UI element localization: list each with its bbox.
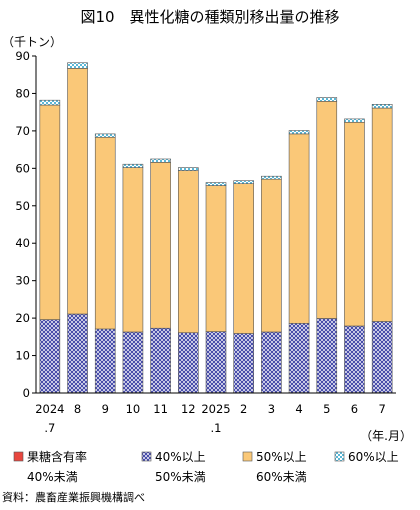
bar-segment-2-2 xyxy=(94,136,116,330)
x-tick-label-sub: .1 xyxy=(211,421,222,435)
bar-segment-1-4 xyxy=(150,327,171,393)
x-tick-label: 2025 xyxy=(201,402,230,416)
bar-segment-3-1 xyxy=(67,62,88,69)
y-axis-unit-label: （千トン） xyxy=(2,35,62,49)
y-tick-label: 50 xyxy=(15,199,30,213)
legend-swatch-3 xyxy=(334,451,345,462)
bar-segment-2-9 xyxy=(288,133,310,324)
x-tick-label: 3 xyxy=(268,402,275,416)
x-axis-unit-label: （年.月） xyxy=(360,429,412,443)
bar-segment-3-4 xyxy=(150,158,171,163)
x-tick-label: 9 xyxy=(102,402,109,416)
bar-segment-2-0 xyxy=(39,104,61,320)
y-tick-label: 90 xyxy=(15,49,30,63)
bar-segment-2-12 xyxy=(371,107,393,322)
legend-swatch-0 xyxy=(13,451,24,462)
bar-segment-3-3 xyxy=(122,163,144,168)
bar-segment-2-5 xyxy=(178,170,199,334)
legend-label-sub-0: 40%未満 xyxy=(27,470,78,484)
y-tick-label: 30 xyxy=(15,274,30,288)
chart-title: 図10 異性化糖の種類別移出量の推移 xyxy=(80,8,339,26)
bar-segment-2-8 xyxy=(261,178,282,333)
bar-segment-1-1 xyxy=(67,313,88,393)
bar-segment-1-11 xyxy=(344,325,365,393)
bar-segment-1-2 xyxy=(94,328,116,393)
bar-segment-2-6 xyxy=(205,185,227,332)
bar-segment-3-12 xyxy=(371,104,393,109)
bar-segment-3-10 xyxy=(316,97,338,102)
bar-segment-1-12 xyxy=(371,321,393,393)
y-axis-ticks: 0 10 20 30 40 50 60 70 80 90 xyxy=(15,49,36,400)
y-tick-label: 60 xyxy=(15,161,30,175)
bar-segment-3-7 xyxy=(233,180,254,184)
x-tick-label: 2024 xyxy=(35,402,64,416)
x-tick-label: 4 xyxy=(295,402,302,416)
legend-label-sub-2: 60%未満 xyxy=(256,470,307,484)
x-tick-label: 7 xyxy=(378,402,385,416)
legend-label-sub-1: 50%未満 xyxy=(155,470,206,484)
x-tick-label: 12 xyxy=(181,402,196,416)
legend: 果糖含有率 40%未満 40%以上 50%未満 50%以上 60%未満 60%以上 xyxy=(13,449,399,484)
bar-segment-2-10 xyxy=(316,101,338,319)
bar-segment-2-7 xyxy=(233,183,254,334)
axes xyxy=(35,56,396,394)
bar-segment-1-9 xyxy=(288,323,310,393)
x-axis-ticks: 2024 .7 8 9 10 11 12 2025 .1 2 3 4 5 6 7 xyxy=(35,402,386,435)
bar-segment-1-10 xyxy=(316,318,338,393)
x-tick-label: 10 xyxy=(126,402,141,416)
y-tick-label: 0 xyxy=(23,386,30,400)
bar-segment-3-8 xyxy=(261,175,282,180)
x-tick-label: 2 xyxy=(240,402,247,416)
bar-segment-3-2 xyxy=(94,133,116,138)
bar-segment-3-11 xyxy=(344,118,365,123)
bar-segment-1-3 xyxy=(122,331,144,393)
bar-segment-3-9 xyxy=(288,130,310,135)
y-tick-label: 10 xyxy=(15,349,30,363)
legend-label-3: 60%以上 xyxy=(348,450,399,464)
bar-segment-3-6 xyxy=(205,182,227,186)
bar-segment-2-1 xyxy=(67,68,88,315)
bar-segment-3-0 xyxy=(39,99,61,106)
legend-label-2: 50%以上 xyxy=(256,450,307,464)
bar-segment-2-4 xyxy=(150,162,171,329)
x-tick-label: 5 xyxy=(323,402,330,416)
bar-segment-1-6 xyxy=(205,331,227,393)
x-tick-label: 11 xyxy=(153,402,168,416)
bar-segment-1-7 xyxy=(233,333,254,393)
source-note: 資料：農畜産業振興機構調べ xyxy=(2,490,145,504)
legend-label-0: 果糖含有率 xyxy=(27,449,87,464)
bars-group xyxy=(39,62,393,394)
y-tick-label: 40 xyxy=(15,236,30,250)
bar-segment-2-11 xyxy=(344,121,365,327)
y-tick-label: 20 xyxy=(15,311,30,325)
y-tick-label: 70 xyxy=(15,124,30,138)
x-tick-label-sub: .7 xyxy=(44,421,55,435)
y-tick-label: 80 xyxy=(15,86,30,100)
bar-segment-1-5 xyxy=(178,332,199,393)
bar-segment-1-0 xyxy=(39,319,61,393)
bar-segment-3-5 xyxy=(178,167,199,171)
bar-segment-1-8 xyxy=(261,331,282,393)
legend-swatch-2 xyxy=(242,451,253,462)
legend-label-1: 40%以上 xyxy=(155,450,206,464)
legend-swatch-1 xyxy=(141,451,152,462)
x-tick-label: 8 xyxy=(74,402,81,416)
x-tick-label: 6 xyxy=(351,402,358,416)
bar-segment-2-3 xyxy=(122,167,144,333)
